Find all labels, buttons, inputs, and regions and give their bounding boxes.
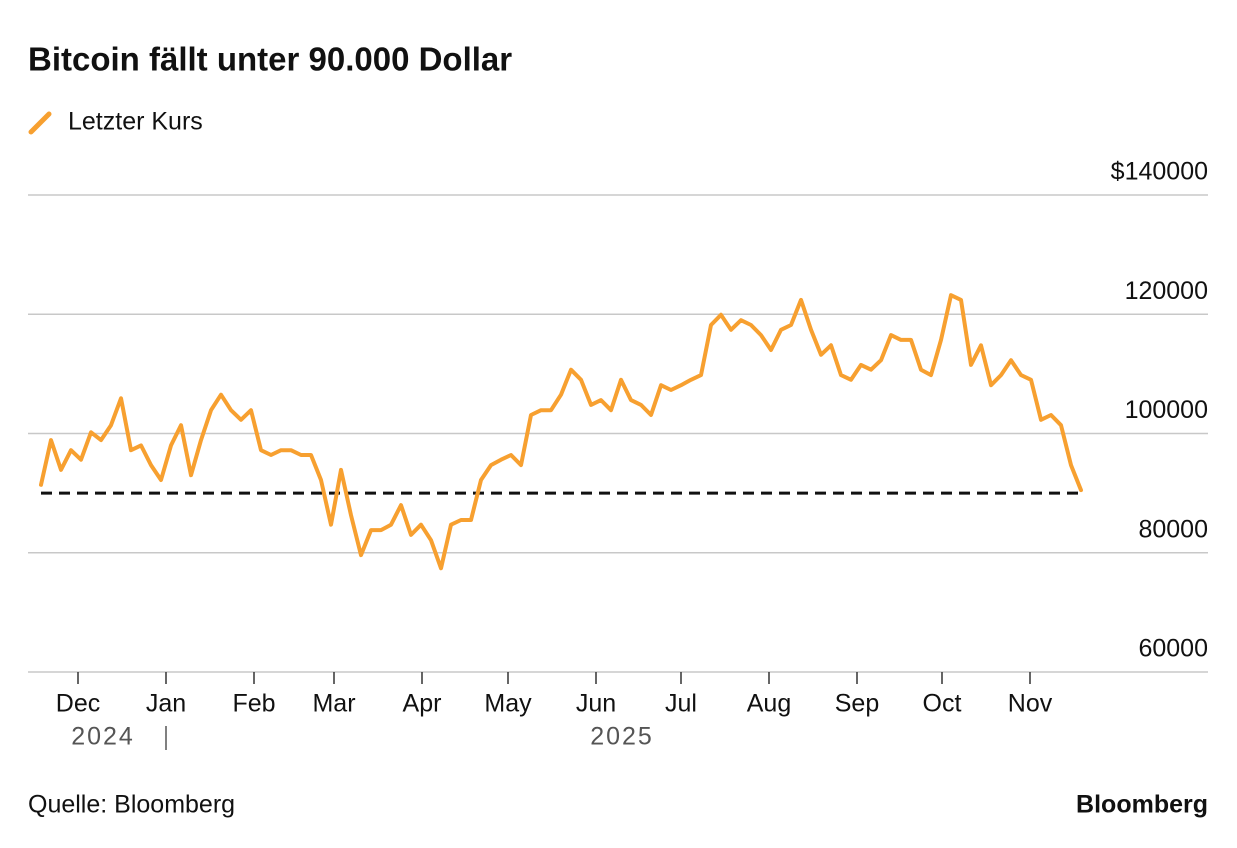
x-tick-label: Oct: [923, 690, 962, 718]
y-tick-label: 80000: [1138, 515, 1208, 543]
x-tick-label: Mar: [312, 690, 355, 718]
x-tick-label: Jul: [665, 690, 697, 718]
x-tick-label: May: [484, 690, 532, 718]
source: Quelle: Bloomberg: [28, 791, 235, 819]
y-tick-label: 60000: [1138, 635, 1208, 663]
x-tick-label: Jan: [146, 690, 186, 718]
x-tick-label: Nov: [1008, 690, 1053, 718]
y-tick-label: 100000: [1125, 396, 1208, 424]
year-label: 2024: [71, 723, 135, 751]
price-line: [39, 293, 1083, 571]
x-tick-label: Aug: [747, 690, 791, 718]
y-tick-label: 120000: [1125, 277, 1208, 305]
year-label: 2025: [590, 723, 654, 751]
legend-label: Letzter Kurs: [68, 108, 203, 136]
x-tick-label: Jun: [576, 690, 616, 718]
chart-title: Bitcoin fällt unter 90.000 Dollar: [28, 41, 512, 78]
x-tick-label: Sep: [835, 690, 879, 718]
x-tick-label: Dec: [56, 690, 100, 718]
legend-swatch: [28, 111, 52, 135]
y-tick-label: $140000: [1111, 158, 1208, 186]
brand: Bloomberg: [1076, 791, 1208, 819]
x-tick-label: Feb: [232, 690, 275, 718]
x-tick-label: Apr: [403, 690, 442, 718]
